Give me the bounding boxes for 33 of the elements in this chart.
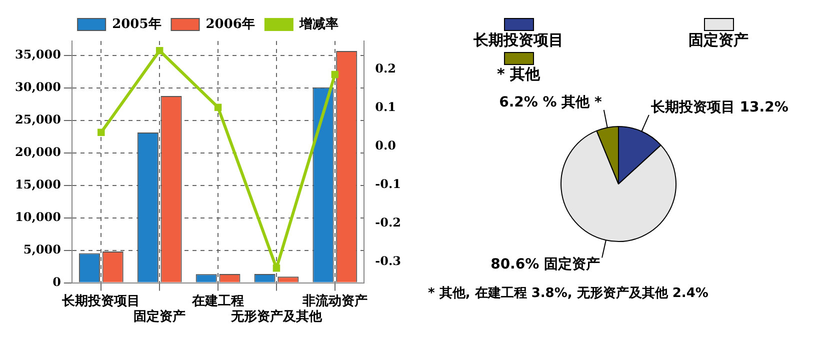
y2-tick-label: -0.3: [375, 254, 401, 268]
y-tick-label: 35,000: [14, 48, 61, 62]
point: [272, 264, 280, 272]
legend-label: 长期投资项目: [474, 31, 564, 50]
y-tick-label: 25,000: [14, 112, 61, 127]
y-tick-label: 20,000: [14, 145, 61, 160]
point: [214, 104, 222, 111]
x-tick-label: 无形资产及其他: [230, 308, 323, 325]
y-tick-label: 5,000: [23, 242, 61, 256]
point: [156, 47, 164, 54]
x-tick-label: 非流动资产: [301, 292, 368, 309]
legend-label: 固定资产: [688, 31, 748, 50]
data-label: 长期投资项目 13.2%: [650, 100, 788, 116]
y2-tick-label: -0.2: [375, 216, 401, 230]
x-tick-label: 长期投资项目: [61, 294, 140, 309]
legend-label: 2005年: [112, 16, 162, 32]
text: * 其他, 在建工程 3.8%, 无形资产及其他 2.4%: [428, 284, 708, 302]
y2-tick-label: 0.0: [375, 138, 396, 152]
y-tick-label: 0: [52, 274, 61, 289]
legend-label: 增减率: [298, 16, 338, 32]
point: [331, 70, 339, 78]
legend-label: 2006年: [206, 16, 255, 32]
x-tick-label: 在建工程: [191, 294, 244, 309]
point: [98, 128, 105, 136]
data-label: 6.2% % 其他 *: [499, 94, 603, 111]
data-label: 80.6% 固定资产: [490, 255, 600, 272]
y-tick-label: 30,000: [14, 80, 61, 94]
y-tick-label: 15,000: [14, 178, 61, 192]
y-tick-label: 10,000: [14, 210, 61, 224]
y2-tick-label: 0.1: [375, 100, 396, 114]
y2-tick-label: 0.2: [375, 61, 396, 76]
legend-label: * 其他: [496, 65, 540, 84]
y2-tick-label: -0.1: [375, 176, 401, 191]
